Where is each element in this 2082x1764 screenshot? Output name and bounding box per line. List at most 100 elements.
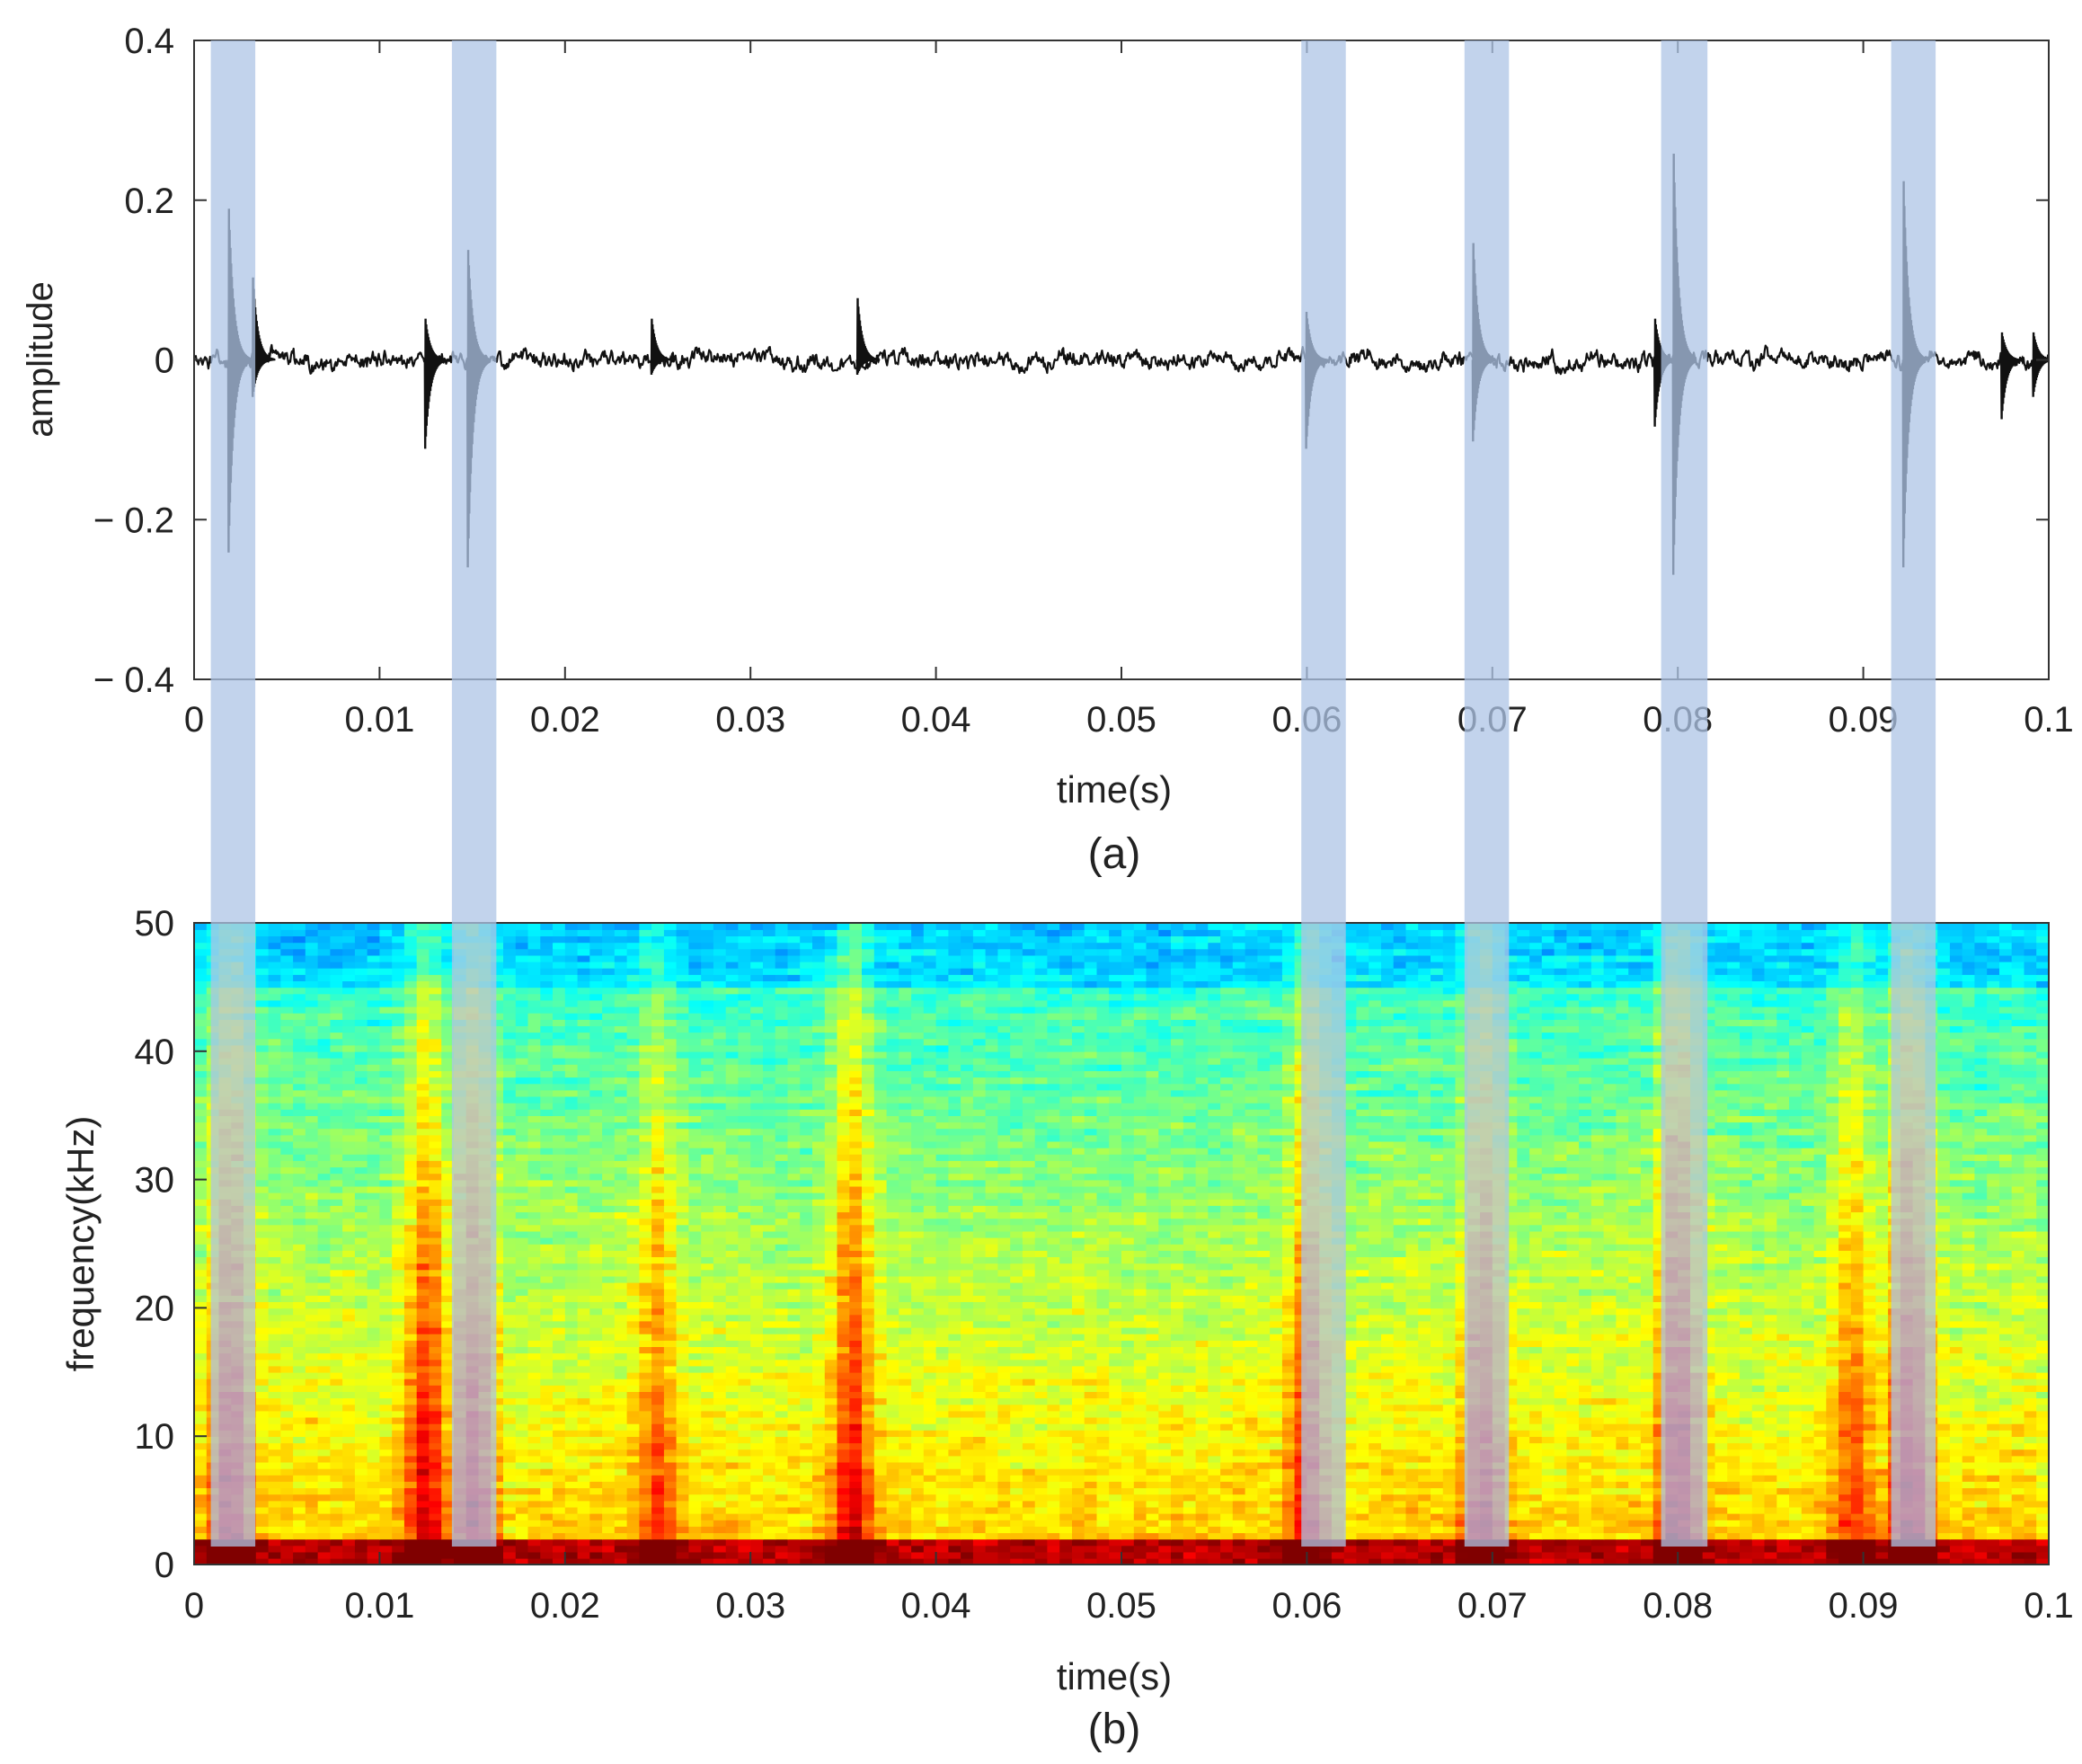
spectrogram-cell	[1652, 1371, 1667, 1379]
spectrogram-cell	[701, 1532, 714, 1540]
spectrogram-cell	[997, 1538, 1011, 1547]
spectrogram-cell	[1603, 1378, 1617, 1386]
spectrogram-cell	[1801, 1512, 1815, 1520]
spectrogram-cell	[1084, 1391, 1098, 1399]
spectrogram-cell	[775, 1359, 789, 1367]
spectrogram-cell	[1158, 1520, 1172, 1527]
spectrogram-cell	[1084, 1378, 1098, 1386]
spectrogram-cell	[972, 1385, 987, 1392]
spectrogram-cell	[614, 1359, 628, 1367]
spectrogram-cell	[1208, 1500, 1221, 1508]
spectrogram-cell	[1220, 1512, 1234, 1520]
spectrogram-cell	[491, 1526, 504, 1534]
spectrogram-cell	[961, 1359, 974, 1367]
spectrogram-cell	[379, 1467, 393, 1476]
spectrogram-cell	[1010, 1397, 1023, 1405]
spectrogram-cell	[1751, 1520, 1766, 1527]
spectrogram-cell	[1579, 1532, 1592, 1540]
spectrogram-cell	[997, 1512, 1011, 1520]
spectrogram-cell	[317, 1359, 332, 1367]
spectrogram-cell	[1393, 1359, 1407, 1367]
spectrogram-cell	[1925, 1557, 1938, 1565]
spectrogram-cell	[1220, 1461, 1234, 1469]
spectrogram-cell	[1022, 1545, 1036, 1553]
waveform-x-tick-label: 0.01	[344, 700, 414, 740]
spectrogram-cell	[577, 1461, 591, 1469]
spectrogram-cell	[577, 1397, 591, 1405]
spectrogram-cell	[1999, 1378, 2013, 1386]
spectrogram-cell	[1714, 1404, 1729, 1412]
spectrogram-cell	[923, 1545, 937, 1553]
spectrogram-cell	[1183, 1512, 1197, 1520]
spectrogram-cell	[1294, 1430, 1308, 1437]
spectrogram-cell	[862, 1365, 875, 1373]
spectrogram-cell	[725, 1365, 740, 1373]
spectrogram-cell	[1059, 1545, 1073, 1553]
spectrogram-cell	[688, 1520, 702, 1527]
spectrogram-cell	[1987, 1365, 2000, 1373]
spectrogram-cell	[1937, 1371, 1951, 1379]
spectrogram-cell	[1764, 1423, 1778, 1431]
spectrogram-cell	[651, 1487, 665, 1495]
spectrogram-cell	[1863, 1520, 1877, 1527]
spectrogram-cell	[1096, 1487, 1111, 1495]
spectrogram-cell	[293, 1551, 306, 1559]
spectrogram-cell	[1084, 1475, 1098, 1482]
spectrogram-cell	[255, 1436, 270, 1444]
spectrogram-cell	[775, 1436, 789, 1444]
spectrogram-cell	[2011, 1430, 2025, 1437]
spectrogram-cell	[564, 1475, 579, 1482]
spectrogram-cell	[540, 1442, 554, 1450]
spectrogram-cell	[441, 1378, 455, 1386]
spectrogram-cell	[441, 1494, 455, 1502]
spectrogram-cell	[1554, 1385, 1568, 1392]
spectrogram-cell	[194, 1467, 208, 1476]
spectrogram-cell	[1245, 1416, 1259, 1424]
spectrogram-cell	[1096, 1467, 1111, 1476]
spectrogram-cell	[1096, 1416, 1111, 1424]
spectrogram-cell	[997, 1404, 1011, 1412]
spectrogram-cell	[602, 1397, 616, 1405]
spectrogram-cell	[540, 1365, 554, 1373]
spectrogram-cell	[280, 1391, 294, 1399]
spectrogram-cell	[614, 1371, 628, 1379]
spectrogram-cell	[1059, 1494, 1073, 1502]
spectrogram-cell	[1590, 1404, 1605, 1412]
spectrogram-cell	[626, 1557, 641, 1565]
spectrogram-cell	[2024, 1391, 2038, 1399]
spectrogram-cell	[268, 1494, 282, 1502]
spectrogram-cell	[1863, 1397, 1877, 1405]
spectrogram-cell	[1702, 1481, 1716, 1489]
spectrogram-cell	[342, 1397, 356, 1405]
spectrogram-cell	[639, 1526, 652, 1534]
spectrogram-cell	[330, 1520, 343, 1527]
spectrogram-cell	[1529, 1557, 1543, 1565]
spectrogram-cell	[1751, 1487, 1766, 1495]
spectrogram-cell	[1431, 1430, 1444, 1437]
spectrogram-cell	[1789, 1500, 1803, 1508]
spectrogram-cell	[1776, 1500, 1790, 1508]
spectrogram-cell	[1529, 1442, 1543, 1450]
spectrogram-cell	[899, 1512, 912, 1520]
spectrogram-cell	[886, 1416, 900, 1424]
spectrogram-cell	[589, 1526, 603, 1534]
spectrogram-cell	[1517, 1526, 1530, 1534]
spectrogram-cell	[935, 1455, 950, 1463]
spectrogram-cell	[1109, 1378, 1122, 1386]
spectrogram-cell	[911, 1494, 925, 1502]
spectrogram-cell	[1356, 1430, 1369, 1437]
spectrogram-cell	[824, 1404, 838, 1412]
spectrogram-cell	[1356, 1365, 1369, 1373]
spectrogram-cell	[911, 1467, 925, 1476]
spectrogram-cell	[812, 1512, 826, 1520]
spectrogram-cell	[2011, 1461, 2025, 1469]
spectrogram-cell	[972, 1449, 987, 1457]
spectrogram-cell	[491, 1391, 504, 1399]
spectrogram-cell	[1850, 1461, 1865, 1469]
waveform-noise-line	[194, 343, 2049, 377]
spectrogram-cell	[1072, 1449, 1085, 1457]
spectrogram-cell	[1245, 1545, 1259, 1553]
spectrogram-cell	[1504, 1467, 1519, 1476]
spectrogram-cell	[194, 1532, 208, 1540]
spectrogram-cell	[1616, 1512, 1629, 1520]
